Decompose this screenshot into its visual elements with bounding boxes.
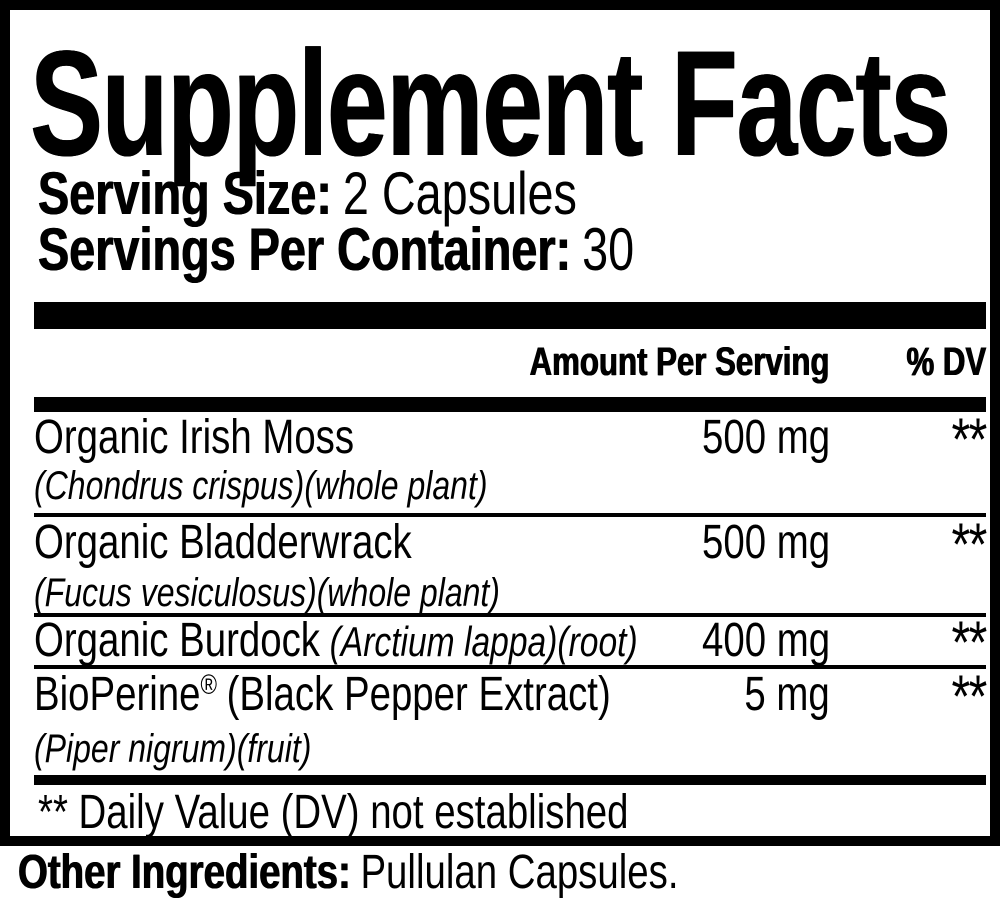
ingredient-dv: ** [951, 511, 988, 578]
separator-bar-medium [34, 397, 986, 412]
registered-trademark-symbol: ® [200, 669, 218, 700]
servings-per-container-line: Servings Per Container: 30 [38, 220, 802, 280]
servings-per-container-label: Servings Per Container: [38, 216, 572, 283]
separator-bar-thick [34, 302, 986, 329]
row-divider [34, 665, 986, 669]
ingredient-name: Organic Irish Moss [34, 411, 355, 464]
row-divider [34, 513, 986, 517]
ingredient-amount: 5 mg [744, 668, 830, 721]
ingredient-dv: ** [951, 406, 988, 473]
serving-size-value: 2 Capsules [342, 160, 577, 227]
ingredient-latin-name: (Fucus vesiculosus)(whole plant) [34, 571, 500, 615]
other-ingredients-value: Pullulan Capsules. [360, 846, 679, 899]
ingredient-name-suffix: (Black Pepper Extract) [226, 668, 611, 721]
ingredient-name: BioPerine® (Black Pepper Extract) [34, 668, 611, 721]
ingredient-amount: 500 mg [701, 516, 830, 569]
other-ingredients-line: Other Ingredients: Pullulan Capsules. [18, 849, 844, 897]
separator-bar-footnote [34, 775, 986, 785]
servings-per-container-value: 30 [582, 216, 635, 283]
other-ingredients-label: Other Ingredients: [18, 846, 351, 899]
ingredient-amount: 500 mg [701, 411, 830, 464]
ingredient-name: Organic Bladderwrack [34, 516, 412, 569]
ingredient-latin-name: (Arctium lappa)(root) [329, 618, 638, 665]
ingredient-latin-name: (Chondrus crispus)(whole plant) [34, 464, 488, 508]
row-divider [34, 613, 986, 617]
serving-size-label: Serving Size: [38, 160, 332, 227]
dv-footnote: ** Daily Value (DV) not established [38, 786, 629, 839]
title-text: Supplement Facts [30, 19, 951, 187]
facts-box: Supplement Facts Serving Size: 2 Capsules… [0, 0, 1000, 846]
serving-size-line: Serving Size: 2 Capsules [38, 164, 729, 224]
percent-dv-header: % DV [906, 340, 986, 384]
ingredient-dv: ** [951, 663, 988, 730]
ingredient-amount: 400 mg [701, 614, 830, 667]
ingredient-latin-name: (Piper nigrum)(fruit) [34, 727, 312, 771]
ingredient-dv: ** [951, 609, 988, 676]
ingredient-name: Organic Burdock (Arctium lappa)(root) [34, 614, 638, 667]
amount-per-serving-header: Amount Per Serving [530, 340, 830, 384]
page-title: Supplement Facts [30, 28, 1000, 178]
